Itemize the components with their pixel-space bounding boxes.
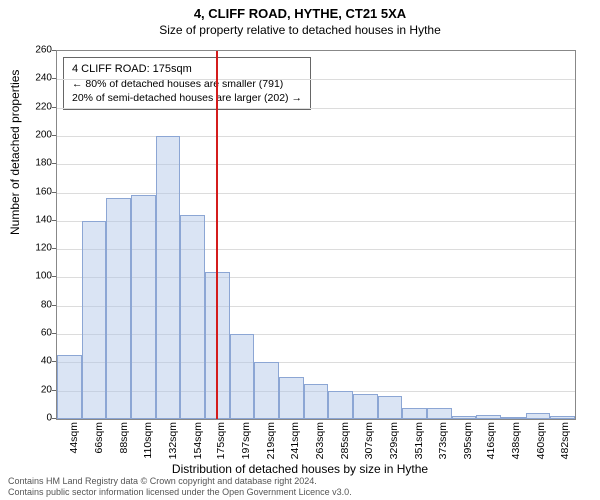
histogram-bar <box>106 198 131 419</box>
y-axis-label: Number of detached properties <box>8 70 22 235</box>
plot-area: 4 CLIFF ROAD: 175sqm ← 80% of detached h… <box>56 50 576 420</box>
y-tick-mark <box>52 220 56 221</box>
histogram-bar <box>279 377 304 419</box>
y-tick-label: 220 <box>30 101 52 112</box>
histogram-bar <box>452 416 477 419</box>
histogram-bar <box>501 417 526 419</box>
histogram-bar <box>353 394 378 419</box>
x-tick-label: 219sqm <box>265 422 277 482</box>
x-tick-label: 460sqm <box>535 422 547 482</box>
y-tick-mark <box>52 248 56 249</box>
x-tick-label: 351sqm <box>413 422 425 482</box>
y-tick-label: 160 <box>30 186 52 197</box>
x-tick-label: 66sqm <box>93 422 105 482</box>
chart-title: 4, CLIFF ROAD, HYTHE, CT21 5XA <box>0 0 600 21</box>
histogram-bar <box>82 221 107 419</box>
gridline <box>57 136 575 137</box>
histogram-bar <box>230 334 255 419</box>
gridline <box>57 193 575 194</box>
y-tick-label: 20 <box>30 384 52 395</box>
y-tick-label: 260 <box>30 45 52 56</box>
y-tick-mark <box>52 276 56 277</box>
y-tick-label: 180 <box>30 158 52 169</box>
x-tick-label: 285sqm <box>339 422 351 482</box>
x-tick-label: 373sqm <box>437 422 449 482</box>
annotation-property: 4 CLIFF ROAD: 175sqm <box>72 62 302 77</box>
gridline <box>57 108 575 109</box>
histogram-bar <box>328 391 353 419</box>
histogram-bar <box>402 408 427 419</box>
footer-line-2: Contains public sector information licen… <box>8 487 352 498</box>
y-tick-mark <box>52 192 56 193</box>
y-tick-label: 240 <box>30 73 52 84</box>
histogram-bar <box>427 408 452 419</box>
y-tick-mark <box>52 163 56 164</box>
gridline <box>57 79 575 80</box>
y-tick-label: 40 <box>30 356 52 367</box>
x-tick-label: 44sqm <box>68 422 80 482</box>
histogram-bar <box>57 355 82 419</box>
x-tick-label: 132sqm <box>167 422 179 482</box>
y-tick-label: 60 <box>30 328 52 339</box>
y-tick-mark <box>52 333 56 334</box>
x-tick-label: 110sqm <box>142 422 154 482</box>
x-tick-label: 154sqm <box>192 422 204 482</box>
y-tick-mark <box>52 305 56 306</box>
chart-subtitle: Size of property relative to detached ho… <box>0 21 600 37</box>
y-tick-label: 100 <box>30 271 52 282</box>
x-tick-label: 482sqm <box>559 422 571 482</box>
histogram-bar <box>550 416 575 419</box>
x-tick-label: 395sqm <box>462 422 474 482</box>
y-tick-label: 80 <box>30 299 52 310</box>
annotation-larger: 20% of semi-detached houses are larger (… <box>72 91 302 105</box>
x-tick-label: 175sqm <box>215 422 227 482</box>
annotation-box: 4 CLIFF ROAD: 175sqm ← 80% of detached h… <box>63 57 311 110</box>
y-tick-mark <box>52 107 56 108</box>
y-tick-mark <box>52 361 56 362</box>
x-tick-label: 241sqm <box>289 422 301 482</box>
histogram-bar <box>254 362 279 419</box>
x-tick-label: 197sqm <box>240 422 252 482</box>
y-tick-mark <box>52 390 56 391</box>
x-tick-label: 438sqm <box>510 422 522 482</box>
x-tick-label: 88sqm <box>118 422 130 482</box>
x-tick-label: 307sqm <box>363 422 375 482</box>
marker-line <box>216 51 218 419</box>
histogram-bar <box>180 215 205 419</box>
y-tick-mark <box>52 135 56 136</box>
histogram-bar <box>476 415 501 419</box>
container: 4, CLIFF ROAD, HYTHE, CT21 5XA Size of p… <box>0 0 600 500</box>
x-tick-label: 263sqm <box>314 422 326 482</box>
y-tick-label: 140 <box>30 214 52 225</box>
y-tick-label: 200 <box>30 129 52 140</box>
histogram-bar <box>378 396 403 419</box>
x-tick-label: 416sqm <box>485 422 497 482</box>
histogram-bar <box>131 195 156 419</box>
y-tick-label: 120 <box>30 243 52 254</box>
histogram-bar <box>156 136 181 419</box>
y-tick-label: 0 <box>30 413 52 424</box>
x-tick-label: 329sqm <box>388 422 400 482</box>
histogram-bar <box>304 384 329 419</box>
y-tick-mark <box>52 418 56 419</box>
y-tick-mark <box>52 78 56 79</box>
y-tick-mark <box>52 50 56 51</box>
gridline <box>57 164 575 165</box>
histogram-bar <box>526 413 551 419</box>
